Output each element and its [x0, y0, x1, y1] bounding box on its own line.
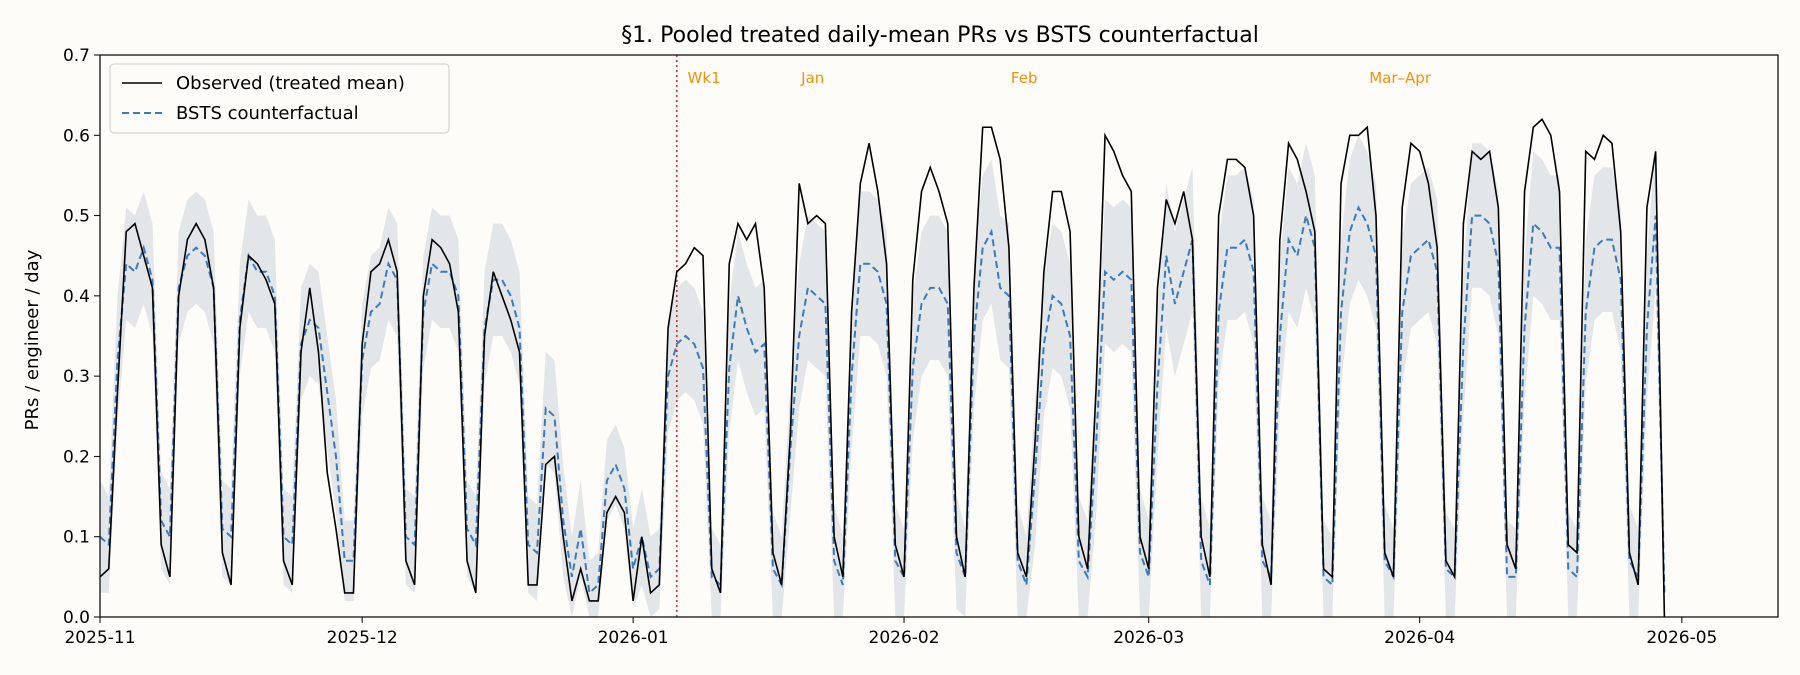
x-tick-label: 2026-05 [1646, 628, 1717, 648]
y-tick-label: 0.0 [63, 608, 90, 628]
annotation-label-1: Jan [800, 69, 824, 87]
confidence-band [100, 135, 1665, 618]
plot-frame [99, 54, 1779, 618]
x-tick-label: 2026-01 [598, 628, 669, 648]
legend-counterfactual-label: BSTS counterfactual [176, 103, 359, 124]
x-tick-label: 2026-02 [869, 628, 940, 648]
legend-frame [109, 63, 450, 134]
y-tick-label: 0.3 [63, 367, 90, 387]
y-tick-label: 0.5 [63, 207, 90, 227]
plot-area: Wk1 Jan Feb Mar–Apr 0.0 0.1 0.2 0.3 0.4 0.5 0.6 0.7… [63, 46, 1779, 648]
y-tick-label: 0.6 [63, 126, 90, 146]
x-tick-label: 2026-04 [1384, 628, 1455, 648]
x-tick-label: 2026-03 [1113, 628, 1184, 648]
counterfactual-series-line [99, 205, 1666, 595]
annotation-label-2: Feb [1011, 69, 1038, 87]
annotation-label-0: Wk1 [688, 69, 721, 87]
chart-title: §1. Pooled treated daily-mean PRs vs BST… [621, 23, 1259, 48]
legend: Observed (treated mean) BSTS counterfact… [109, 63, 450, 134]
x-tick-label: 2025-12 [327, 628, 398, 648]
y-tick-label: 0.2 [63, 447, 90, 467]
legend-observed-label: Observed (treated mean) [176, 73, 405, 94]
y-tick-label: 0.1 [63, 528, 90, 548]
x-tick-label: 2025-11 [64, 628, 135, 648]
annotation-label-3: Mar–Apr [1369, 69, 1432, 87]
observed-series-line [99, 117, 1666, 618]
y-axis-label: PRs / engineer / day [22, 249, 43, 430]
y-tick-label: 0.4 [63, 287, 90, 307]
y-tick-label: 0.7 [63, 46, 90, 66]
